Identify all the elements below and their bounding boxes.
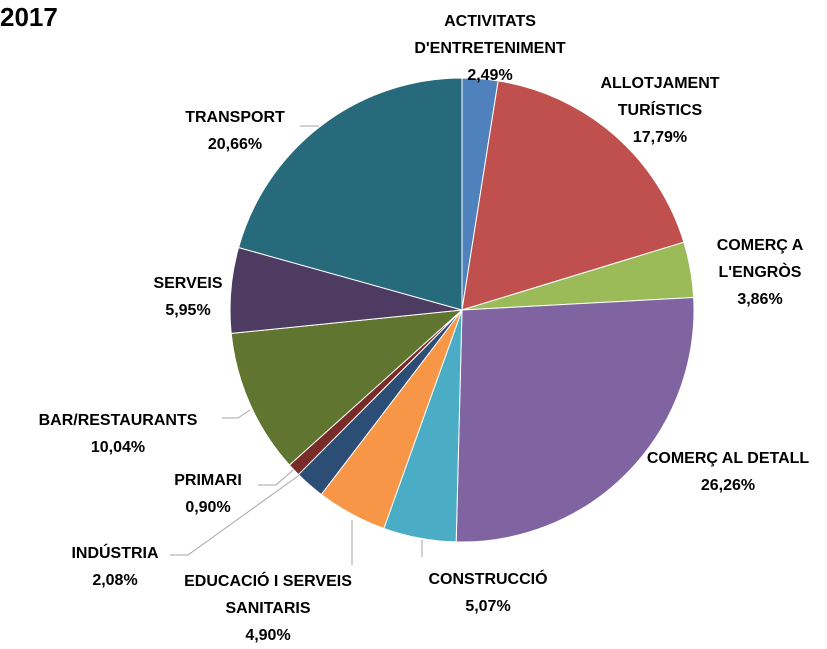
value-label: 5,95% xyxy=(165,302,211,319)
slice-label: BAR/RESTAURANTS 10,04% xyxy=(8,407,228,461)
slice-label: TRANSPORT 20,66% xyxy=(160,104,310,158)
leader-lines xyxy=(170,125,423,565)
category-label: TRANSPORT xyxy=(185,109,285,126)
category-label: CONSTRUCCIÓ xyxy=(428,571,548,588)
slice-label: CONSTRUCCIÓ 5,07% xyxy=(398,566,578,620)
value-label: 10,04% xyxy=(90,439,146,456)
value-label: 4,90% xyxy=(245,627,291,644)
slice-label: COMERÇ AL DETALL 26,26% xyxy=(623,445,827,499)
pie-slice xyxy=(230,309,464,466)
slice-label: ACTIVITATS D'ENTRETENIMENT 2,49% xyxy=(405,8,575,89)
value-label: 2,08% xyxy=(92,572,138,589)
value-label: 0,90% xyxy=(185,499,231,516)
leader-line xyxy=(222,409,251,419)
slice-label: INDÚSTRIA 2,08% xyxy=(40,540,190,594)
slice-label: COMERÇ A L'ENGRÒS 3,86% xyxy=(700,232,820,313)
category-label: COMERÇ AL DETALL xyxy=(646,450,810,467)
category-label: PRIMARI xyxy=(174,472,242,489)
category-label: ALLOTJAMENT TURÍSTICS xyxy=(600,75,720,119)
slice-label: EDUCACIÓ I SERVEIS SANITARIS 4,90% xyxy=(168,568,368,649)
pie-slice xyxy=(455,296,695,543)
leader-line xyxy=(258,463,301,486)
value-label: 3,86% xyxy=(737,291,783,308)
value-label: 5,07% xyxy=(465,598,511,615)
value-label: 17,79% xyxy=(632,129,688,146)
category-label: SERVEIS xyxy=(153,275,223,292)
pie-slice xyxy=(461,80,685,311)
slice-label: PRIMARI 0,90% xyxy=(148,467,268,521)
category-label: COMERÇ A L'ENGRÒS xyxy=(716,237,804,281)
slice-label: ALLOTJAMENT TURÍSTICS 17,79% xyxy=(585,70,735,151)
leader-line xyxy=(170,465,313,556)
value-label: 20,66% xyxy=(207,136,263,153)
category-label: BAR/RESTAURANTS xyxy=(38,412,198,429)
slice-label: SERVEIS 5,95% xyxy=(128,270,248,324)
category-label: INDÚSTRIA xyxy=(71,545,159,562)
value-label: 26,26% xyxy=(700,477,756,494)
value-label: 2,49% xyxy=(467,67,513,84)
chart-title: 2017 xyxy=(0,2,58,32)
category-label: EDUCACIÓ I SERVEIS SANITARIS xyxy=(184,573,352,617)
category-label: ACTIVITATS D'ENTRETENIMENT xyxy=(414,13,566,57)
pie-slice xyxy=(237,77,463,311)
